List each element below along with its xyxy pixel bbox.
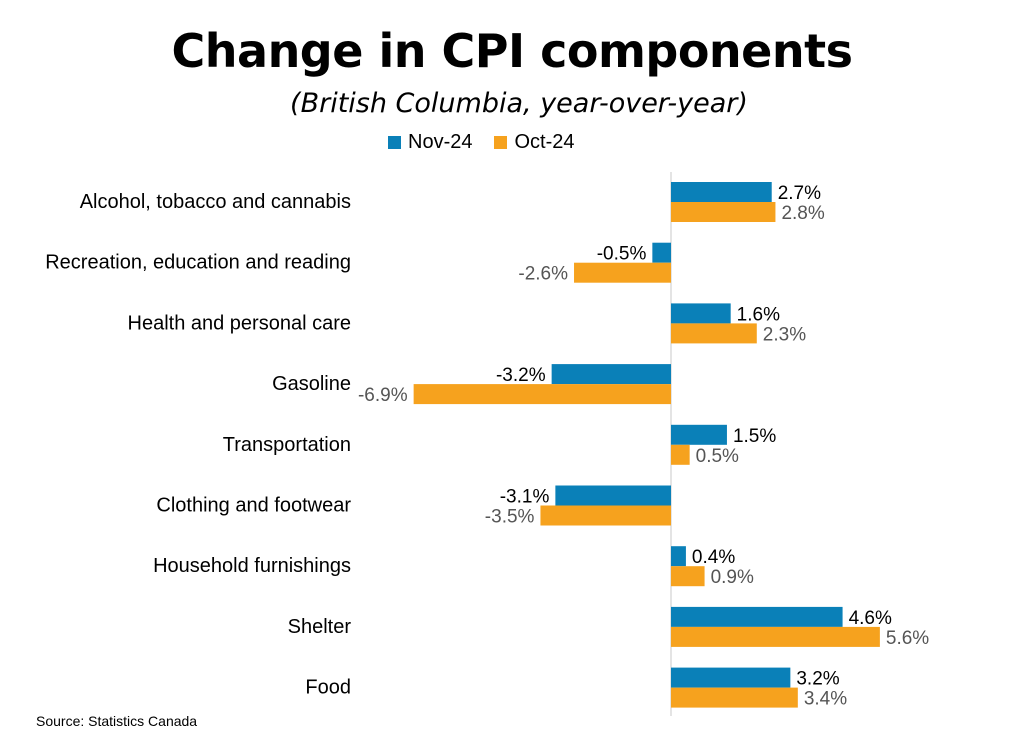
bar-nov [652,242,671,263]
data-label-nov: 1.5% [733,426,776,447]
data-label-oct: -2.6% [518,264,568,285]
bar-nov [555,485,671,506]
bar-oct [671,444,690,465]
bar-nov [671,606,843,627]
data-label-oct: 2.8% [781,203,824,224]
bar-nov [671,303,731,324]
data-label-nov: 0.4% [692,547,735,568]
data-label-oct: -6.9% [358,385,408,406]
legend-item-nov: Nov-24 [388,131,472,154]
data-label-oct: 3.4% [804,689,847,710]
bar-nov [671,546,686,567]
bar-oct [671,323,757,344]
bar-nov [671,667,791,688]
legend: Nov-24 Oct-24 [388,130,597,154]
bar-nov [551,364,671,385]
category-label: Recreation, education and reading [45,252,351,274]
category-label: Alcohol, tobacco and cannabis [80,191,351,213]
category-label: Health and personal care [128,312,351,334]
category-label: Shelter [288,616,352,638]
legend-label-nov: Nov-24 [408,130,473,153]
data-label-oct: 2.3% [763,324,806,345]
data-label-oct: 0.9% [711,567,754,588]
bar-oct [540,505,671,526]
bar-oct [671,202,776,222]
data-label-nov: 2.7% [778,183,821,204]
data-label-oct: -3.5% [485,507,535,528]
bar-nov [671,182,772,202]
chart-title: Change in CPI components [171,24,853,78]
category-label: Food [305,677,351,699]
category-label: Gasoline [272,373,351,395]
legend-item-oct: Oct-24 [494,130,575,154]
data-label-oct: 0.5% [696,446,739,467]
legend-label-oct: Oct-24 [514,130,575,153]
legend-swatch-oct [494,135,508,149]
bar-nov [671,424,727,445]
bar-oct [671,687,798,708]
category-label: Transportation [223,434,351,456]
bar-oct [574,262,671,283]
category-label: Clothing and footwear [156,495,351,517]
bar-oct [413,384,671,405]
source-note: Source: Statistics Canada [36,713,198,729]
data-label-nov: -3.1% [500,487,550,508]
data-label-nov: -3.2% [496,365,546,386]
bar-oct [671,566,705,587]
category-label: Household furnishings [153,555,351,577]
data-label-nov: 1.6% [737,304,780,325]
data-label-nov: 4.6% [849,608,892,629]
data-label-oct: 5.6% [886,628,929,649]
legend-swatch-nov [388,135,401,149]
chart-subtitle: (British Columbia, year-over-year) [290,88,748,119]
data-label-nov: 3.2% [796,669,839,690]
data-label-nov: -0.5% [597,244,647,265]
bar-oct [671,626,880,647]
